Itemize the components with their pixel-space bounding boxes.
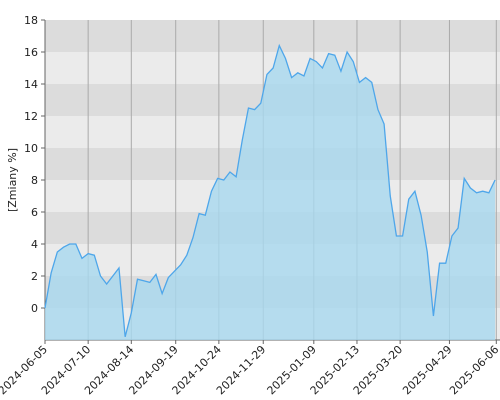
y-tick-label: 0 (31, 302, 38, 315)
y-axis-label: [Zmiany %] (6, 148, 19, 212)
x-tick-label: 2025-06-06 (447, 343, 500, 397)
y-tick-label: 12 (24, 110, 38, 123)
y-tick-label: 18 (24, 14, 38, 27)
band (45, 20, 500, 52)
y-tick-label: 4 (31, 238, 38, 251)
y-tick-label: 16 (24, 46, 38, 59)
area (45, 45, 496, 340)
y-tick-label: 6 (31, 206, 38, 219)
x-tick-label: 2025-04-29 (400, 343, 454, 397)
y-tick-label: 14 (24, 78, 38, 91)
y-tick-label: 10 (24, 142, 38, 155)
y-tick-label: 2 (31, 270, 38, 283)
y-tick-label: 8 (31, 174, 38, 187)
line (44, 43, 496, 337)
